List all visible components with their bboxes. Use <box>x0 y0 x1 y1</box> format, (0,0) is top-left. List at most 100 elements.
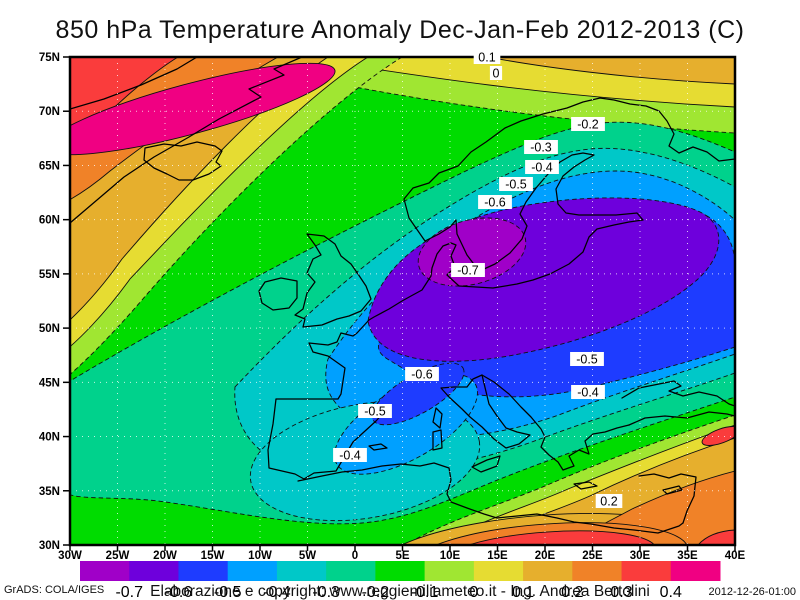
colorbar-tick-label: -0.7 <box>115 584 143 600</box>
band-top-gold <box>487 57 735 85</box>
contour-label-box <box>499 177 533 191</box>
lat-label: 75N <box>39 52 60 64</box>
colorbar-cell <box>326 561 376 581</box>
colorbar-cell <box>523 561 573 581</box>
contour-label-text: -0.4 <box>577 386 599 400</box>
contour-label: 0.1 <box>473 50 501 65</box>
lon-label: 15E <box>487 550 508 562</box>
lat-label: 35N <box>39 486 60 498</box>
contour-label-text: -0.7 <box>457 264 479 278</box>
lat-label: 50N <box>39 323 60 335</box>
contour-label-text: 0.2 <box>600 495 617 509</box>
lon-label: 30W <box>58 550 82 562</box>
copyright-text: Elaborazione e copyright: www.reggiemili… <box>150 583 650 600</box>
colorbar-tick-label: -0.4 <box>263 584 291 600</box>
colorbar-tick-label: -0.3 <box>312 584 340 600</box>
colorbar-tick-label: 0.3 <box>610 584 632 600</box>
contour-label-text: -0.5 <box>576 353 598 367</box>
coast-black-sea <box>621 380 735 426</box>
timestamp: 2012-12-26-01:00 <box>708 586 796 598</box>
colorbar-tick-label: 0.1 <box>512 584 534 600</box>
contour-label: -0.5 <box>358 404 392 419</box>
contour-label-text: -0.5 <box>505 178 527 192</box>
coast-iceland <box>143 141 223 181</box>
contour-label-text: -0.6 <box>484 196 506 210</box>
colorbar-cell <box>129 561 179 581</box>
coast-turkey-levant <box>638 473 697 524</box>
colorbar-tick-label: 0.4 <box>660 584 682 600</box>
band-se-red-corner <box>697 529 735 545</box>
colorbar-tick-label: -0.1 <box>411 584 439 600</box>
lon-label: 30E <box>630 550 651 562</box>
coast-islands <box>368 407 598 490</box>
colorbar-tick-label: -0.2 <box>362 584 390 600</box>
lat-label: 30N <box>39 540 60 552</box>
contour-label-box <box>405 367 439 381</box>
contour-label-box <box>595 494 623 508</box>
coastlines <box>70 57 735 534</box>
lon-label: 10W <box>248 550 272 562</box>
contour-label-text: -0.5 <box>364 405 386 419</box>
band-cold-core <box>417 217 527 287</box>
contour-label-box <box>478 195 512 209</box>
contour-label: -0.4 <box>525 160 559 175</box>
contour-label-text: -0.2 <box>577 118 599 132</box>
map-area <box>70 57 735 545</box>
coast-italy <box>440 374 531 473</box>
contour-label: -0.5 <box>570 352 604 367</box>
contour-label-box <box>525 160 559 174</box>
lon-label: 20E <box>535 550 556 562</box>
band-east-red-sliver <box>701 426 735 446</box>
coast-greenland <box>70 57 303 224</box>
coast-britain <box>294 233 372 328</box>
lat-label: 65N <box>39 160 60 172</box>
colorbar: -0.7 -0.6 -0.5 -0.4 -0.3 -0.2 -0.1 0 0.1 0.2 0.3 0.… <box>80 561 721 600</box>
contour-label-box <box>571 385 605 399</box>
contour-label-text: -0.4 <box>531 161 553 175</box>
contour-label: 0 <box>489 66 503 81</box>
contour-label: -0.7 <box>451 263 485 278</box>
colorbar-cell <box>178 561 229 581</box>
contour-labels: 0.1 0 -0.2 -0.3 -0.4 -0.5 -0.6 -0.7 -0.5 -0.4 -0.6… <box>333 50 623 509</box>
contour-label-box <box>473 50 501 64</box>
contour-label-text: 0.1 <box>478 51 495 65</box>
lon-label: 20W <box>153 550 177 562</box>
lon-label: 0 <box>352 550 358 562</box>
colorbar-cell <box>80 561 130 581</box>
colorbar-cell <box>227 561 278 581</box>
lat-label: 60N <box>39 215 60 227</box>
contour-label-box <box>571 117 605 131</box>
colorbar-tick-label: -0.5 <box>214 584 242 600</box>
contour-label: -0.6 <box>405 367 439 382</box>
contour-label-box <box>570 352 604 366</box>
lon-label: 40E <box>725 550 746 562</box>
contour-label: -0.4 <box>333 448 367 463</box>
lon-label: 5E <box>395 550 409 562</box>
lat-label: 45N <box>39 377 60 389</box>
lon-label: 10E <box>440 550 461 562</box>
contour-label: 0.2 <box>595 494 623 509</box>
grads-credit: GrADS: COLA/IGES <box>4 584 105 596</box>
contour-label-box <box>451 263 485 277</box>
contour-label-text: -0.3 <box>530 141 552 155</box>
coast-north-africa <box>297 462 684 534</box>
coast-ireland <box>258 277 298 311</box>
band-africa-red <box>439 530 657 545</box>
colorbar-tick-label: 0.2 <box>561 584 583 600</box>
colorbar-cell <box>572 561 623 581</box>
colorbar-cell <box>473 561 524 581</box>
colorbar-tick-label: -0.6 <box>165 584 193 600</box>
lon-label: 25W <box>106 550 130 562</box>
coast-scandinavia-baltic <box>403 97 735 289</box>
lat-label: 70N <box>39 106 60 118</box>
contour-label-box <box>333 448 367 462</box>
colorbar-cell <box>621 561 672 581</box>
colorbar-cell <box>276 561 327 581</box>
lon-label: 15W <box>201 550 225 562</box>
contour-label-box <box>489 66 503 80</box>
contour-label: -0.6 <box>478 195 512 210</box>
contour-label-text: -0.4 <box>339 449 361 463</box>
